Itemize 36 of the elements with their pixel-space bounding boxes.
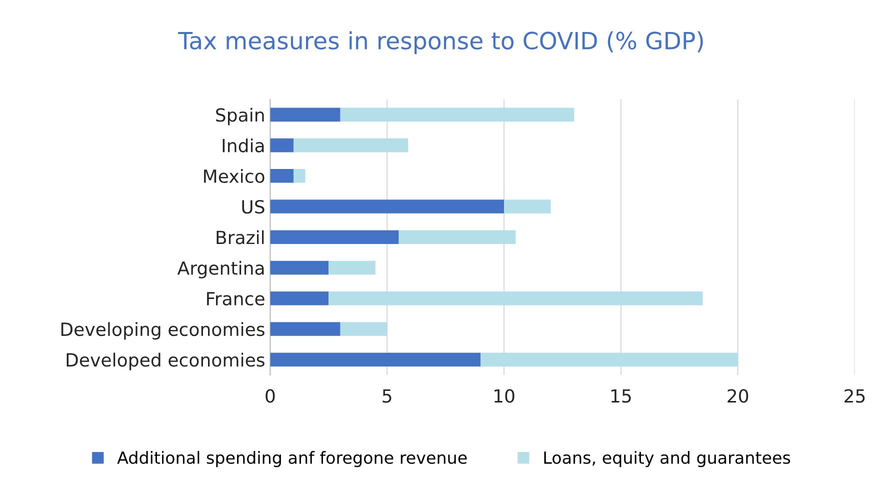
x-tick-label: 25 bbox=[844, 389, 865, 403]
bar bbox=[270, 108, 340, 122]
bar bbox=[340, 322, 388, 336]
bar bbox=[270, 169, 294, 183]
chart-title: Tax measures in response to COVID (% GDP) bbox=[178, 31, 703, 54]
bar bbox=[270, 291, 329, 306]
bar bbox=[340, 108, 574, 122]
y-tick-label: Argentina bbox=[177, 260, 264, 278]
x-tick-label: 5 bbox=[382, 389, 392, 403]
bar bbox=[294, 169, 306, 183]
y-tick-label: Spain bbox=[216, 108, 264, 126]
x-tick-label: 0 bbox=[266, 389, 275, 403]
bar bbox=[270, 260, 329, 275]
y-tick-label: France bbox=[207, 292, 264, 306]
bar bbox=[270, 230, 399, 244]
x-tick-label: 20 bbox=[728, 389, 748, 403]
bar bbox=[270, 138, 294, 152]
bar bbox=[480, 352, 738, 366]
bar bbox=[270, 322, 340, 336]
bar bbox=[270, 200, 504, 214]
bar bbox=[270, 352, 481, 366]
bar bbox=[294, 138, 408, 152]
legend-label: Loans, equity and guarantees bbox=[544, 451, 790, 468]
y-tick-label: Developed economies bbox=[66, 352, 264, 370]
bar bbox=[328, 291, 703, 306]
y-tick-label: US bbox=[242, 200, 264, 214]
legend-label: Additional spending anf foregone revenue bbox=[117, 451, 467, 468]
y-tick-label: Brazil bbox=[216, 230, 264, 244]
y-tick-label: Mexico bbox=[204, 169, 264, 184]
x-tick-label: 15 bbox=[611, 389, 631, 403]
x-tick-label: 10 bbox=[494, 389, 514, 403]
bar bbox=[504, 200, 551, 214]
y-tick-label: Developing economies bbox=[61, 322, 264, 340]
bar bbox=[398, 230, 516, 244]
y-tick-label: India bbox=[222, 138, 264, 152]
bar bbox=[328, 260, 376, 275]
